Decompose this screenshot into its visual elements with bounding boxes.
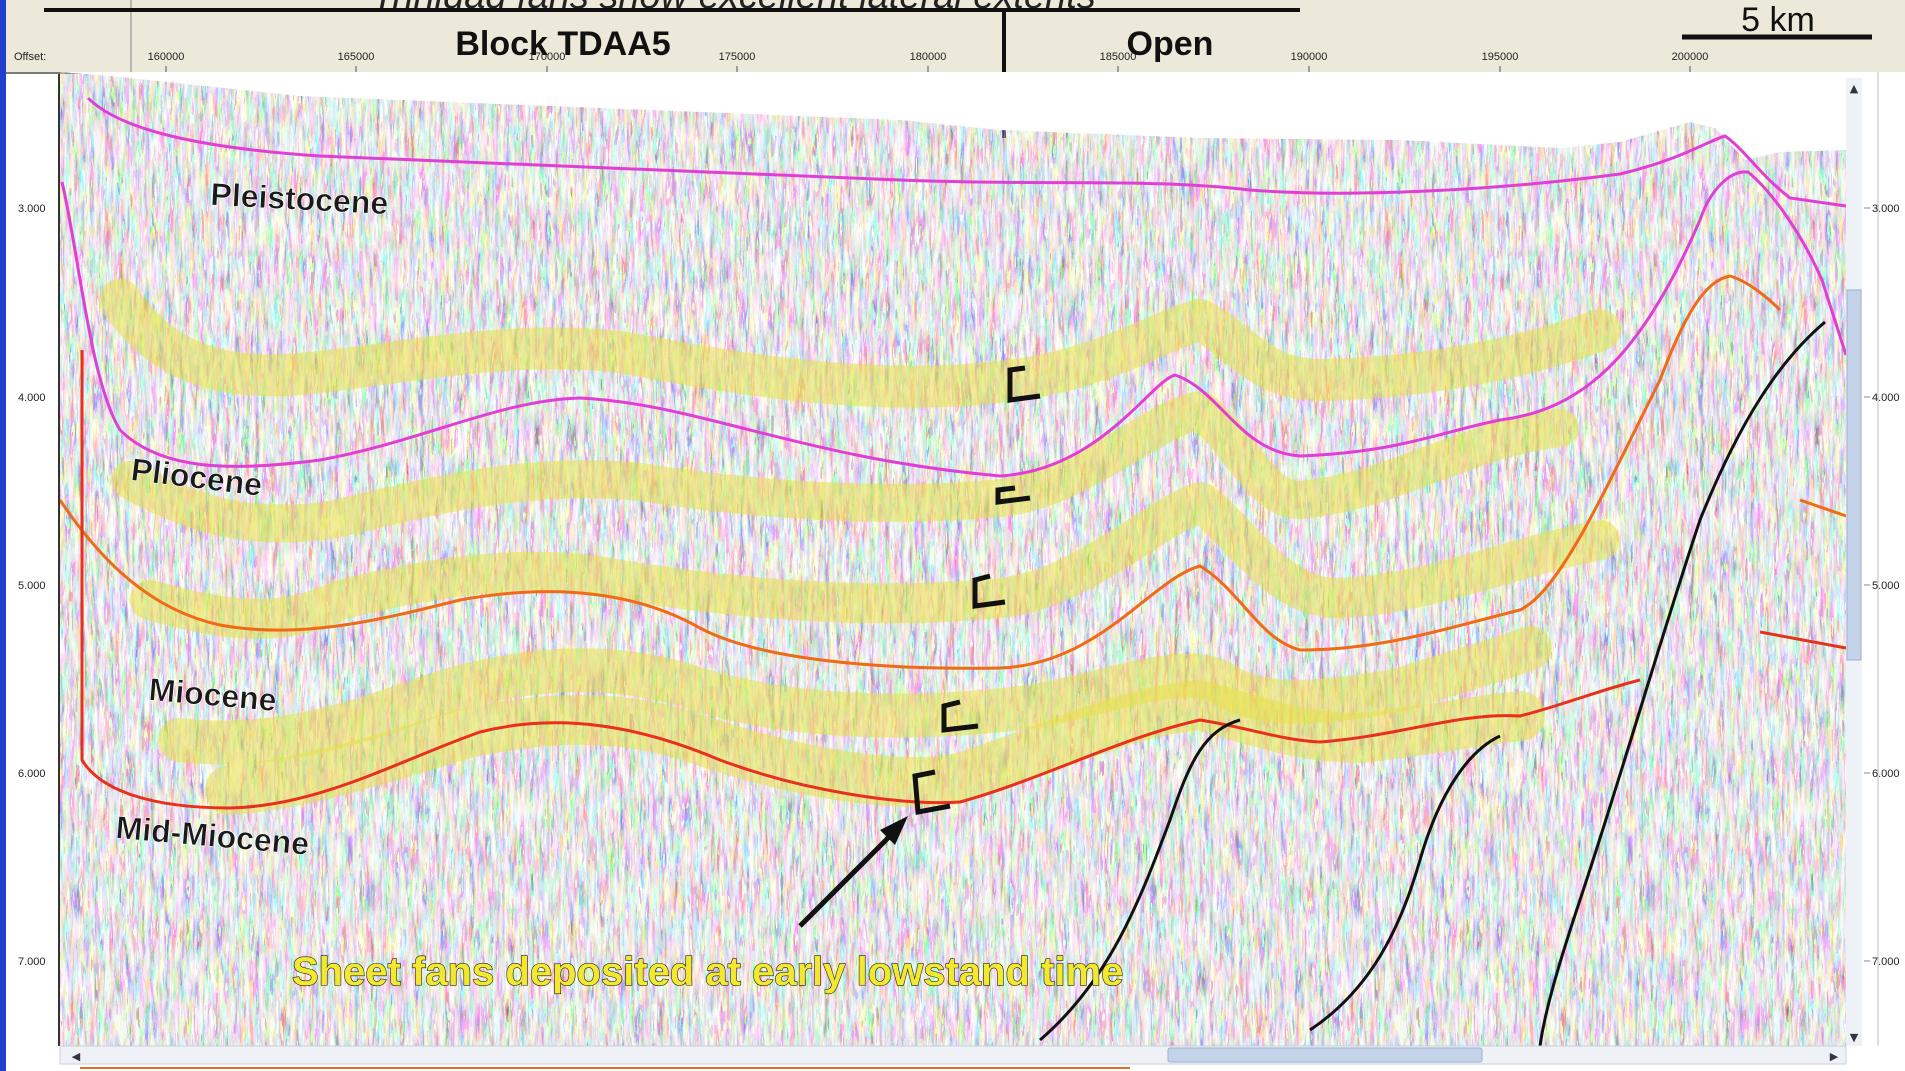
- offset-tick-label: 180000: [910, 51, 947, 63]
- pleistocene-horizon: [86, 96, 1846, 208]
- time-tick-label-left: 5.000: [18, 580, 46, 592]
- open-label: Open: [1127, 25, 1214, 63]
- fan-belt-3: [130, 482, 1620, 639]
- horizontal-scrollbar-thumb[interactable]: [1167, 1047, 1483, 1063]
- bracket-marker: [995, 485, 1031, 505]
- faults: [1039, 320, 1826, 1046]
- time-tick-label-left: 3.000: [18, 203, 46, 215]
- bracket-marker: [912, 769, 951, 815]
- horizontal-scrollbar-track[interactable]: [59, 1045, 1847, 1065]
- time-tick-label-left: 7.000: [18, 956, 46, 968]
- left-axis-strip: [6, 74, 60, 1046]
- scroll-up-arrow-icon[interactable]: ▲: [1850, 82, 1859, 95]
- offset-tick-label: 165000: [338, 51, 375, 63]
- water-column: [60, 72, 1846, 160]
- annotation-arrow-shaft: [798, 828, 898, 928]
- scroll-down-arrow-icon[interactable]: ▼: [1850, 1031, 1859, 1044]
- offset-tick-marks: [165, 66, 1691, 73]
- fan-belt-2: [111, 391, 1579, 543]
- annotation-arrowhead: [880, 816, 908, 845]
- mid-miocene-horizon: [80, 350, 1641, 810]
- orange-horizon-right: [1799, 498, 1846, 518]
- time-tick-label-right: 7.000: [1872, 956, 1900, 968]
- offset-tick-label: 185000: [1100, 51, 1137, 63]
- pliocene-horizon: [60, 170, 1846, 478]
- time-tick-label-left: 4.000: [18, 392, 46, 404]
- scroll-right-arrow-icon[interactable]: ▶: [1830, 1050, 1839, 1063]
- scale-bar-label: 5 km: [1741, 1, 1815, 39]
- scroll-left-arrow-icon[interactable]: ◀: [72, 1050, 81, 1063]
- bracket-marker: [941, 699, 979, 733]
- fan-belt-5: [205, 680, 1545, 815]
- time-tick-label-right: 6.000: [1872, 768, 1900, 780]
- fan-belts: [99, 279, 1621, 815]
- block-label: Block TDAA5: [455, 25, 670, 63]
- sheet-fans-annotation: Sheet fans deposited at early lowstand t…: [292, 950, 1123, 994]
- fan-belt-1: [99, 279, 1621, 408]
- fan-belt-4: [158, 626, 1552, 765]
- time-tick-label-right: 4.000: [1872, 392, 1900, 404]
- fault-2: [1309, 734, 1501, 1032]
- bracket-marker: [1007, 365, 1041, 403]
- offset-tick-label: 175000: [719, 51, 756, 63]
- offset-tick-label: 190000: [1291, 51, 1328, 63]
- fault-1: [1039, 718, 1241, 1042]
- offset-tick-label: 160000: [148, 51, 185, 63]
- red-horizon-right: [1759, 630, 1846, 650]
- vertical-scrollbar-thumb[interactable]: [1846, 289, 1862, 661]
- offset-tick-label: 195000: [1482, 51, 1519, 63]
- offset-tick-label: 200000: [1672, 51, 1709, 63]
- fault-3: [1538, 320, 1826, 1046]
- window-frame-left: [0, 0, 6, 1071]
- miocene-horizon: [60, 274, 1782, 670]
- offset-label: Offset:: [14, 51, 46, 63]
- offset-tick-label: 170000: [529, 51, 566, 63]
- fan-bracket-markers: [912, 365, 1041, 815]
- time-tick-label-left: 6.000: [18, 768, 46, 780]
- bracket-marker: [972, 573, 1006, 609]
- time-tick-label-right: 5.000: [1872, 580, 1900, 592]
- header-band: [6, 0, 1905, 74]
- time-tick-label-right: 3.000: [1872, 203, 1900, 215]
